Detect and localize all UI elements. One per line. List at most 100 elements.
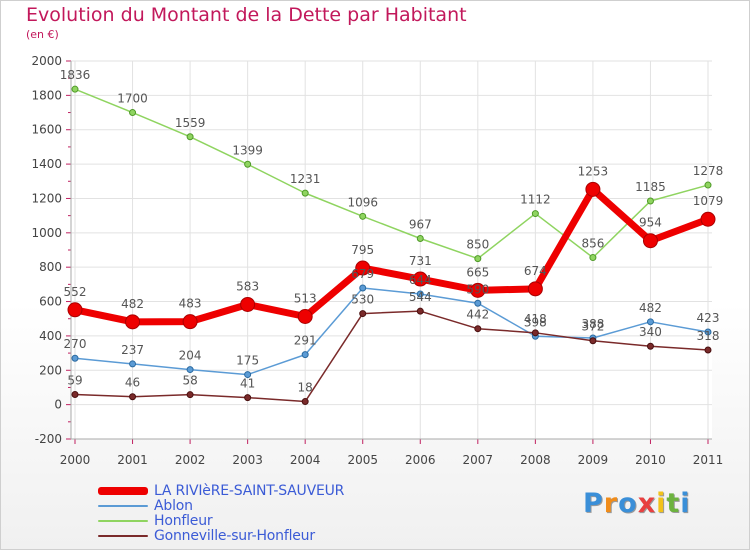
- series-2-data-label: 204: [179, 349, 202, 363]
- y-tick-label: 1200: [31, 191, 62, 205]
- series-3-point: [474, 255, 482, 263]
- series-4-point: [129, 393, 137, 401]
- series-4-data-label: 372: [581, 320, 604, 334]
- x-tick-label: 2002: [175, 453, 206, 467]
- series-1-data-label: 954: [639, 216, 662, 230]
- legend-swatch-3: [98, 519, 148, 522]
- series-4-point: [416, 307, 424, 315]
- series-3-data-label: 1278: [693, 164, 724, 178]
- legend-label-2: Ablon: [154, 497, 193, 514]
- series-1-data-label: 665: [466, 265, 489, 279]
- series-2-point: [301, 351, 309, 359]
- series-3-point: [704, 181, 712, 189]
- legend-label-4: Gonneville-sur-Honfleur: [154, 527, 315, 544]
- legend-swatch-2: [98, 504, 148, 507]
- legend-label-1: LA RIVIèRE-SAINT-SAUVEUR: [154, 482, 345, 499]
- x-tick-label: 2006: [405, 453, 436, 467]
- series-3-data-label: 1700: [117, 92, 148, 106]
- series-2-data-label: 291: [294, 334, 317, 348]
- y-tick-label: 1000: [31, 226, 62, 240]
- logo-letter: o: [618, 488, 638, 519]
- series-1-data-label: 483: [179, 297, 202, 311]
- logo-letter: i: [680, 488, 691, 519]
- logo-letter: P: [583, 488, 604, 519]
- series-3-data-label: 856: [581, 237, 604, 251]
- logo-letter: r: [603, 488, 619, 519]
- series-1-data-label: 513: [294, 291, 317, 305]
- series-4-point: [531, 329, 539, 337]
- series-3-data-label: 1559: [175, 116, 206, 130]
- y-tick-label: 0: [54, 398, 62, 412]
- series-2-point: [646, 318, 654, 326]
- series-4-data-label: 41: [240, 377, 255, 391]
- series-1-point: [412, 271, 428, 287]
- series-1-data-label: 482: [121, 297, 144, 311]
- x-tick-label: 2001: [117, 453, 148, 467]
- series-4-data-label: 46: [125, 376, 140, 390]
- x-tick-label: 2004: [290, 453, 321, 467]
- series-2-point: [474, 299, 482, 307]
- page-title: Evolution du Montant de la Dette par Hab…: [26, 4, 467, 26]
- series-2-point: [129, 360, 137, 368]
- series-2-data-label: 175: [236, 354, 259, 368]
- chart-legend: LA RIVIèRE-SAINT-SAUVEUR Ablon Honfleur …: [98, 482, 345, 544]
- series-2-point: [704, 328, 712, 336]
- legend-swatch-1: [98, 486, 148, 495]
- plot-area: [71, 61, 712, 439]
- logo-letter: t: [666, 488, 681, 519]
- series-4-data-label: 59: [67, 373, 82, 387]
- series-1-data-label: 1253: [578, 164, 609, 178]
- series-2-data-label: 423: [697, 311, 720, 325]
- series-1-point: [182, 314, 198, 330]
- series-3-point: [589, 254, 597, 262]
- series-2-data-label: 398: [524, 315, 547, 329]
- x-tick-label: 2000: [60, 453, 91, 467]
- y-tick-label: 200: [39, 363, 62, 377]
- chart-unit-label: (en €): [26, 28, 59, 41]
- series-4-data-label: 442: [466, 308, 489, 322]
- proxiti-logo: Proxiti: [583, 488, 691, 519]
- series-1-data-label: 1079: [693, 194, 724, 208]
- series-1-point: [642, 233, 658, 249]
- series-4-point: [301, 398, 309, 406]
- series-2-point: [71, 354, 79, 362]
- x-tick-label: 2003: [232, 453, 263, 467]
- series-4-point: [474, 325, 482, 333]
- series-2-data-label: 237: [121, 343, 144, 357]
- series-3-data-label: 1185: [635, 180, 666, 194]
- series-1-point: [470, 282, 486, 298]
- x-tick-label: 2011: [693, 453, 724, 467]
- series-line-4: [74, 310, 709, 403]
- series-2-data-label: 482: [639, 301, 662, 315]
- series-3-data-label: 967: [409, 217, 432, 231]
- series-1-data-label: 795: [351, 243, 374, 257]
- series-4-point: [186, 391, 194, 399]
- series-2-point: [186, 366, 194, 374]
- series-1-data-label: 674: [524, 264, 547, 278]
- legend-item-2: Ablon: [98, 497, 344, 514]
- logo-letter: x: [637, 488, 657, 519]
- series-3-data-label: 1112: [520, 193, 551, 207]
- legend-item-1: LA RIVIèRE-SAINT-SAUVEUR: [98, 482, 345, 499]
- series-3-point: [646, 197, 654, 205]
- series-line-3: [74, 88, 709, 260]
- series-2-point: [244, 371, 252, 379]
- legend-label-3: Honfleur: [154, 512, 213, 529]
- series-3-point: [186, 133, 194, 141]
- series-2-point: [416, 290, 424, 298]
- series-2-data-label: 388: [581, 317, 604, 331]
- series-2-data-label: 679: [351, 267, 374, 281]
- series-1-point: [297, 308, 313, 324]
- series-3-point: [531, 210, 539, 218]
- series-1-point: [527, 281, 543, 297]
- series-2-point: [359, 284, 367, 292]
- series-3-point: [416, 234, 424, 242]
- logo-letter: i: [656, 488, 667, 519]
- series-1-point: [355, 260, 371, 276]
- series-4-point: [244, 394, 252, 402]
- series-4-point: [704, 346, 712, 354]
- y-tick-label: 600: [39, 295, 62, 309]
- series-4-data-label: 530: [351, 293, 374, 307]
- series-4-data-label: 340: [639, 325, 662, 339]
- series-3-data-label: 1096: [347, 195, 378, 209]
